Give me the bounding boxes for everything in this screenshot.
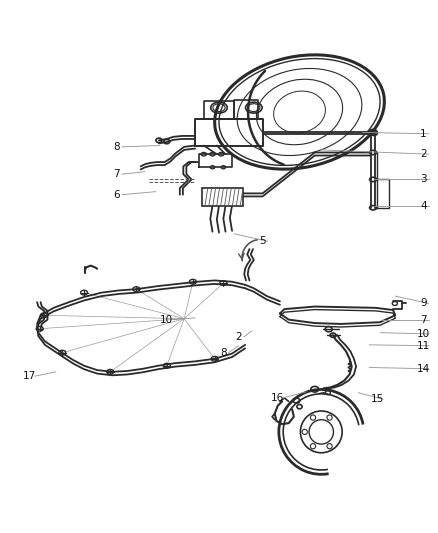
- Text: 1: 1: [420, 129, 427, 139]
- Text: 8: 8: [113, 142, 120, 152]
- Text: 3: 3: [420, 174, 427, 184]
- Text: 4: 4: [420, 201, 427, 212]
- Text: 17: 17: [23, 371, 36, 381]
- Text: 15: 15: [371, 394, 385, 404]
- Text: 10: 10: [160, 314, 173, 325]
- Text: 7: 7: [113, 169, 120, 179]
- Text: 10: 10: [417, 329, 430, 339]
- Text: 8: 8: [220, 348, 226, 358]
- Text: 11: 11: [417, 341, 430, 351]
- Text: 9: 9: [420, 298, 427, 309]
- Text: 2: 2: [420, 149, 427, 159]
- Text: 6: 6: [113, 190, 120, 200]
- Text: 7: 7: [420, 314, 427, 325]
- Text: 16: 16: [271, 393, 284, 403]
- Text: 5: 5: [259, 236, 266, 246]
- Bar: [201, 188, 243, 206]
- Text: 14: 14: [417, 364, 430, 374]
- Text: 2: 2: [235, 332, 242, 342]
